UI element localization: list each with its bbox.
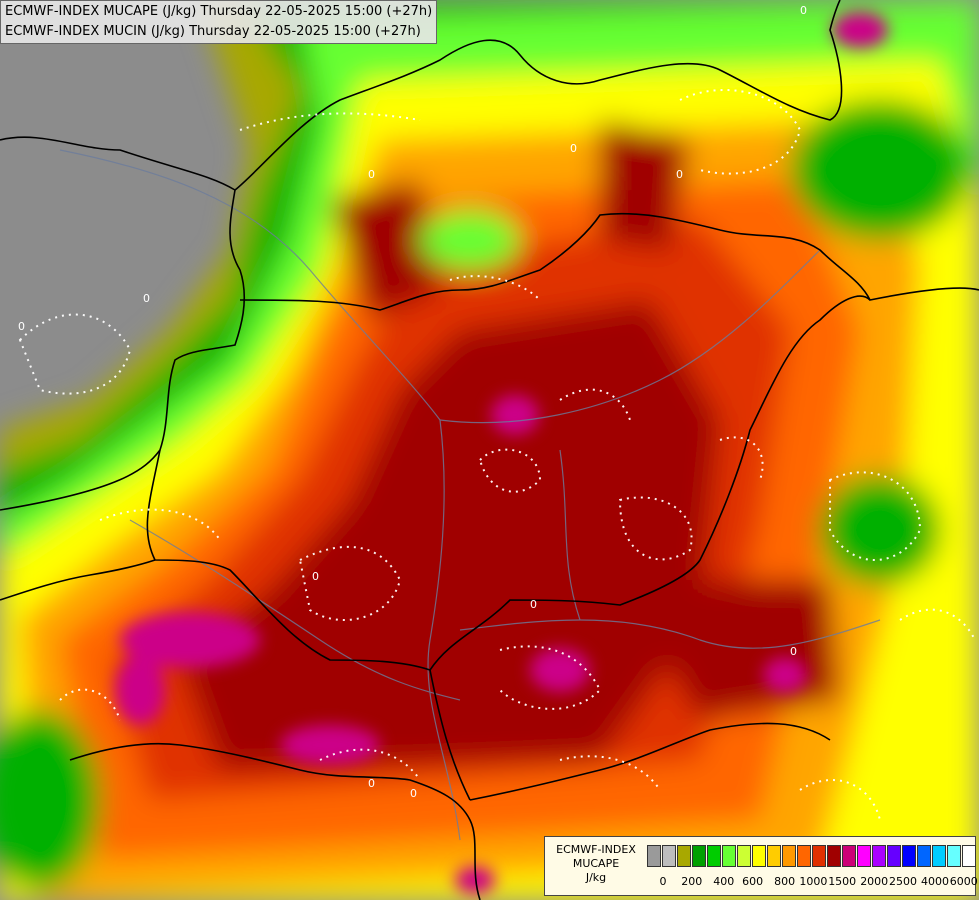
contour-label: 0 [143, 292, 150, 305]
legend-swatch [827, 845, 841, 867]
legend-swatch [782, 845, 796, 867]
contour-label: 0 [410, 787, 417, 800]
legend-swatch [887, 845, 901, 867]
rivers [59, 149, 881, 841]
high-cape-spots [115, 12, 888, 894]
title-line-mucin: ECMWF-INDEX MUCIN (J/kg) Thursday 22-05-… [5, 24, 421, 39]
legend-swatch [872, 845, 886, 867]
legend-swatch [722, 845, 736, 867]
legend-swatch [767, 845, 781, 867]
legend-swatch [737, 845, 751, 867]
legend-swatch [752, 845, 766, 867]
contour-label: 0 [800, 4, 807, 17]
legend-tick-label: 6000 [949, 875, 978, 888]
legend-tick-label: 2500 [889, 875, 917, 888]
legend-swatch [962, 845, 976, 867]
contour-label: 0 [18, 320, 25, 333]
legend-tick-label: 600 [742, 875, 764, 888]
legend-swatch [662, 845, 676, 867]
contour-label: 0 [312, 570, 319, 583]
legend-unit: J/kg [585, 871, 607, 884]
mucin-contours [18, 89, 976, 821]
contour-label: 0 [530, 598, 537, 611]
legend-model: ECMWF-INDEX [556, 843, 636, 856]
legend-tick-label: 4000 [921, 875, 949, 888]
legend-swatch [932, 845, 946, 867]
color-legend: ECMWF-INDEX MUCAPE J/kg 0 200 400 600 800 100… [544, 836, 978, 896]
contour-label: 0 [368, 777, 375, 790]
legend-ticks: 0 200 400 600 800 1000 1500 2000 2500 4000 6000 [647, 875, 978, 891]
legend-swatch [857, 845, 871, 867]
title-line-mucape: ECMWF-INDEX MUCAPE (J/kg) Thursday 22-05… [5, 4, 433, 19]
legend-tick-label: 1000 [799, 875, 828, 888]
legend-label: ECMWF-INDEX MUCAPE J/kg [547, 843, 645, 885]
legend-swatch [647, 845, 661, 867]
contour-label: 0 [676, 168, 683, 181]
legend-swatch [917, 845, 931, 867]
legend-tick-label: 2000 [860, 875, 889, 888]
legend-swatch [812, 845, 826, 867]
legend-swatch [947, 845, 961, 867]
legend-tick-label: 400 [713, 875, 735, 888]
legend-swatch [707, 845, 721, 867]
legend-tick-label: 1500 [828, 875, 857, 888]
legend-variable: MUCAPE [572, 857, 620, 870]
legend-swatch [797, 845, 811, 867]
map-title: ECMWF-INDEX MUCAPE (J/kg) Thursday 22-05… [0, 0, 438, 44]
legend-tick-label: 200 [681, 875, 703, 888]
contour-label: 0 [570, 142, 577, 155]
contour-label: 0 [790, 645, 797, 658]
contour-label: 0 [368, 168, 375, 181]
legend-tick-label: 0 [659, 875, 667, 888]
legend-swatch [692, 845, 706, 867]
contour-labels: 0 0 0 0 0 0 0 0 0 0 0 [18, 4, 807, 800]
legend-swatches [647, 845, 977, 867]
legend-swatch [902, 845, 916, 867]
legend-tick-label: 800 [774, 875, 796, 888]
legend-swatch [842, 845, 856, 867]
legend-swatch [677, 845, 691, 867]
